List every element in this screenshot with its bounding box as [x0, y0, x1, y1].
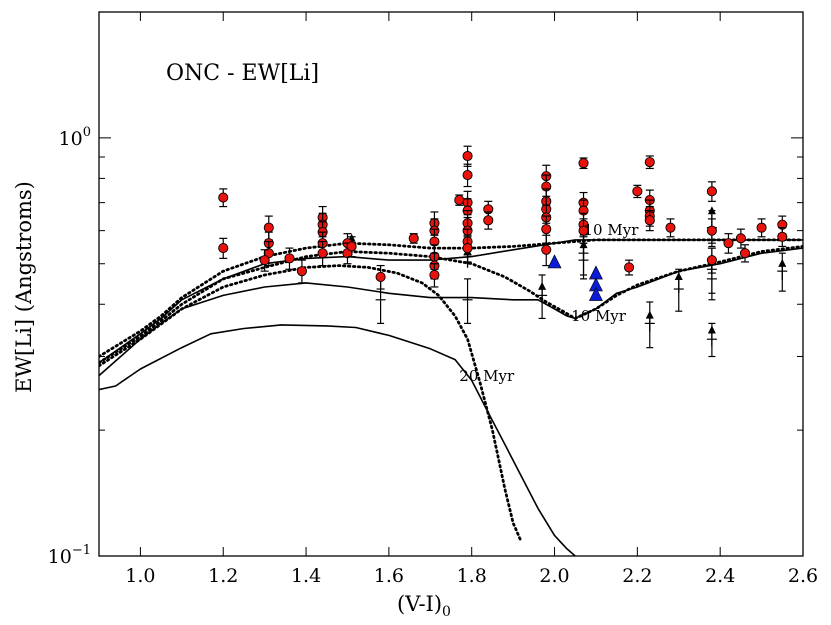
- y-axis-label: EW[Li] (Angstroms): [12, 181, 36, 393]
- plot-frame: [98, 11, 804, 557]
- chart-title: ONC - EW[Li]: [166, 61, 319, 86]
- curve-label: 10 Myr: [584, 221, 640, 239]
- detection-point-marker: [578, 225, 589, 236]
- detection-point-marker: [462, 150, 473, 162]
- detection-point-marker: [346, 241, 357, 252]
- detection-markers: [218, 145, 788, 290]
- curve-annotations: 10 Myr 10 Myr 20 Myr: [459, 221, 639, 385]
- y-tick-label-exponent: −1: [72, 543, 91, 558]
- detection-point-marker: [578, 158, 589, 169]
- y-tick-label-exponent: 0: [83, 125, 91, 140]
- detection-point-marker: [706, 225, 717, 236]
- lower-limit-arrow-head: [579, 240, 588, 249]
- detection-point-marker: [632, 186, 643, 197]
- detection-point-marker: [259, 255, 270, 266]
- x-axis-label-sub: 0: [442, 604, 451, 620]
- x-axis-label-main: (V-I): [397, 592, 442, 616]
- detection-point-marker: [408, 233, 419, 244]
- x-tick-label: 1.6: [374, 565, 404, 587]
- detection-point-marker: [462, 169, 473, 181]
- detection-point-marker: [483, 215, 494, 226]
- lower-limit-markers: [347, 204, 787, 347]
- detection-point-marker: [756, 222, 767, 233]
- detection-point-marker: [735, 233, 746, 244]
- blue-triangle-marker: [588, 286, 603, 301]
- detection-point-marker: [218, 243, 229, 254]
- x-tick-label: 2.0: [539, 565, 569, 587]
- blue-triangle-marker: [547, 254, 562, 269]
- detection-point-marker: [706, 186, 717, 197]
- detection-point-marker: [706, 255, 717, 266]
- lower-limit-arrow-head: [707, 206, 716, 215]
- detection-point-marker: [644, 215, 655, 226]
- detection-point-marker: [723, 238, 734, 249]
- detection-point-marker: [739, 248, 751, 259]
- lower-limit-arrow-head: [707, 325, 716, 334]
- detection-point-marker: [263, 222, 274, 233]
- curve-label: 20 Myr: [459, 367, 515, 385]
- detection-point-marker: [462, 243, 473, 254]
- model-curve-solid: [99, 324, 576, 556]
- model-curve-dotted: [99, 264, 523, 544]
- lower-limit-arrow-head: [645, 310, 654, 319]
- x-tick-label: 1.0: [125, 565, 155, 587]
- model-curve-dotted: [99, 244, 803, 365]
- y-tick-label: 10−1: [48, 543, 91, 568]
- x-tick-label: 2.6: [788, 565, 818, 587]
- x-tick-label: 2.4: [705, 565, 735, 587]
- detection-point-marker: [644, 157, 655, 168]
- detection-point-marker: [541, 224, 552, 235]
- detection-point-marker: [284, 253, 295, 264]
- lower-limit-arrow-head: [674, 271, 683, 280]
- detection-point-marker: [317, 248, 328, 259]
- blue-triangle-marker: [588, 265, 603, 280]
- lower-limit-arrow-head: [778, 258, 787, 267]
- x-tick-label: 1.8: [457, 565, 487, 587]
- x-axis-label: (V-I)0: [397, 592, 451, 620]
- curve-label: 10 Myr: [571, 307, 627, 325]
- detection-point-marker: [375, 271, 386, 282]
- detection-point-marker: [429, 269, 440, 281]
- x-tick-label: 2.2: [622, 565, 652, 587]
- detection-point-marker: [218, 192, 229, 203]
- detection-point-marker: [777, 231, 788, 242]
- y-tick-label: 100: [59, 125, 91, 150]
- detection-point-marker: [624, 262, 635, 273]
- lower-limit-arrow-head: [538, 281, 547, 290]
- y-tick-label-base: 10: [59, 128, 83, 150]
- x-tick-label: 1.4: [291, 565, 321, 587]
- x-tick-label: 1.2: [208, 565, 238, 587]
- model-curves: [99, 238, 803, 556]
- blue-triangle-markers: [547, 254, 603, 301]
- detection-point-marker: [454, 195, 465, 206]
- detection-point-marker: [541, 244, 552, 255]
- model-curve-dotted: [99, 238, 803, 358]
- detection-point-marker: [665, 222, 676, 233]
- detection-point-marker: [296, 266, 307, 277]
- y-tick-label-base: 10: [48, 546, 72, 568]
